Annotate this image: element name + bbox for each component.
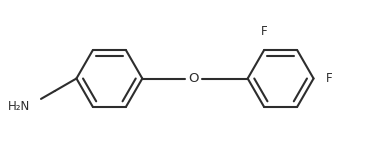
Text: F: F xyxy=(261,25,268,38)
Text: H₂N: H₂N xyxy=(7,100,30,113)
Text: O: O xyxy=(188,72,199,85)
Text: F: F xyxy=(325,72,332,85)
